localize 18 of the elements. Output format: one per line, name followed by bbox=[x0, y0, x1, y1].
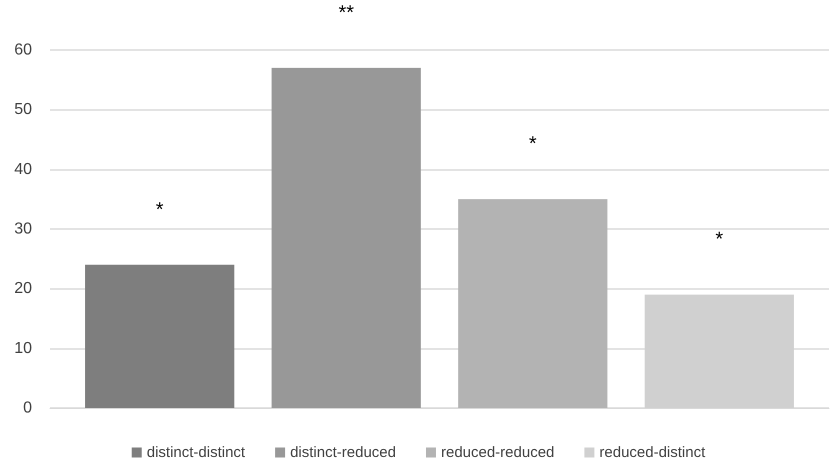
y-tick-label: 40 bbox=[14, 160, 32, 178]
bar bbox=[458, 199, 608, 408]
legend-label: distinct-distinct bbox=[146, 444, 246, 461]
annotation: * bbox=[528, 133, 537, 156]
bar bbox=[85, 264, 234, 408]
annotation: * bbox=[715, 228, 724, 251]
y-tick-label: 10 bbox=[14, 340, 32, 357]
legend-label: reduced-reduced bbox=[440, 444, 554, 461]
bar bbox=[272, 68, 421, 408]
y-tick-label: 20 bbox=[14, 280, 32, 298]
annotation: * bbox=[156, 198, 164, 221]
y-tick-label: 50 bbox=[14, 101, 32, 118]
y-tick-label: 60 bbox=[14, 42, 32, 58]
y-tick-label: 0 bbox=[23, 400, 32, 416]
y-tick-label: 30 bbox=[14, 220, 32, 238]
text: ** bbox=[338, 2, 354, 24]
legend-label: distinct-reduced bbox=[290, 444, 396, 461]
legend-label: reduced-distinct bbox=[599, 444, 706, 461]
